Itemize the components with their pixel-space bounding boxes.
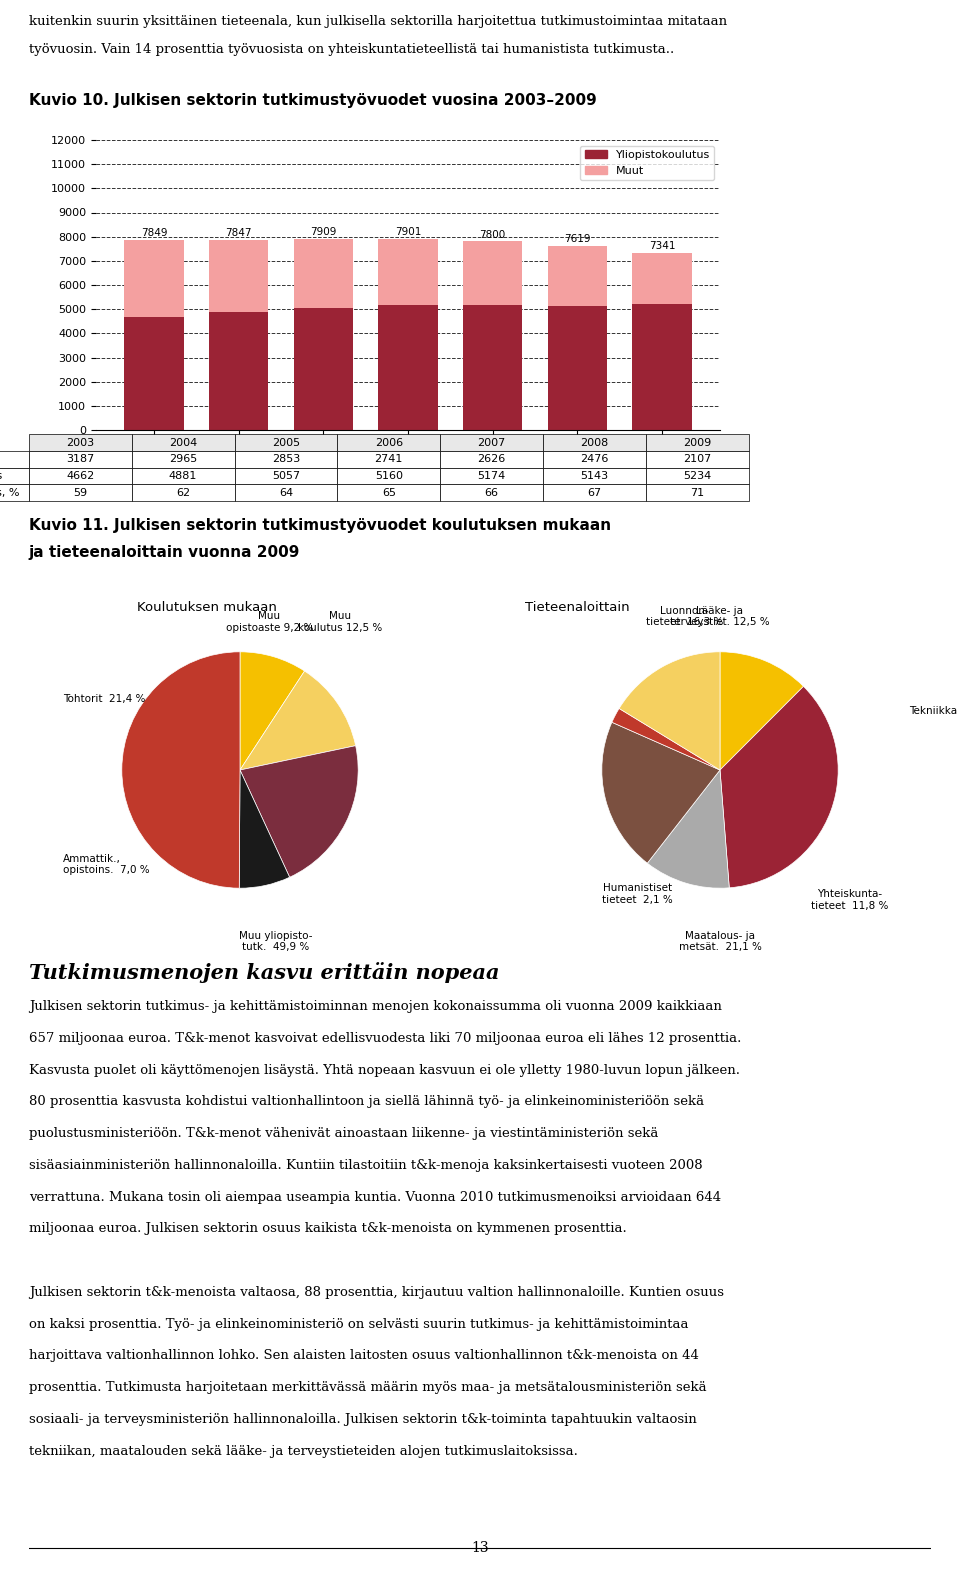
Wedge shape (122, 652, 240, 888)
Bar (294, 308, 353, 431)
Bar (378, 239, 438, 305)
Text: sosiaali- ja terveysministeriön hallinnonaloilla. Julkisen sektorin t&k-toiminta: sosiaali- ja terveysministeriön hallinno… (29, 1413, 697, 1426)
Wedge shape (612, 709, 720, 770)
Text: Tieteenaloittain: Tieteenaloittain (525, 601, 630, 615)
Text: puolustusministeriöön. T&k-menot vähenivät ainoastaan liikenne- ja viestintämini: puolustusministeriöön. T&k-menot väheniv… (29, 1127, 659, 1140)
Text: ja tieteenaloittain vuonna 2009: ja tieteenaloittain vuonna 2009 (29, 545, 300, 560)
Text: 7909: 7909 (310, 226, 337, 237)
Text: 657 miljoonaa euroa. T&k-menot kasvoivat edellisvuodesta liki 70 miljoonaa euroa: 657 miljoonaa euroa. T&k-menot kasvoivat… (29, 1031, 741, 1045)
Bar (209, 241, 268, 313)
Text: miljoonaa euroa. Julkisen sektorin osuus kaikista t&k-menoista on kymmenen prose: miljoonaa euroa. Julkisen sektorin osuus… (29, 1223, 627, 1236)
Bar (209, 313, 268, 431)
Wedge shape (619, 652, 720, 770)
Text: Lääke- ja
terveystiet. 12,5 %: Lääke- ja terveystiet. 12,5 % (670, 605, 770, 627)
Bar (125, 318, 183, 431)
Text: 7619: 7619 (564, 234, 590, 244)
Wedge shape (720, 652, 804, 770)
Text: 7849: 7849 (141, 228, 167, 239)
Text: Julkisen sektorin tutkimus- ja kehittämistoiminnan menojen kokonaissumma oli vuo: Julkisen sektorin tutkimus- ja kehittämi… (29, 1000, 722, 1012)
Wedge shape (240, 652, 304, 770)
Text: 7847: 7847 (226, 228, 252, 239)
Text: prosenttia. Tutkimusta harjoitetaan merkittävässä määrin myös maa- ja metsätalou: prosenttia. Tutkimusta harjoitetaan merk… (29, 1382, 707, 1394)
Text: Humanistiset
tieteet  2,1 %: Humanistiset tieteet 2,1 % (602, 883, 673, 905)
Text: kuitenkin suurin yksittäinen tieteenala, kun julkisella sektorilla harjoitettua : kuitenkin suurin yksittäinen tieteenala,… (29, 16, 727, 28)
Text: Kuvio 10. Julkisen sektorin tutkimustyövuodet vuosina 2003–2009: Kuvio 10. Julkisen sektorin tutkimustyöv… (29, 93, 596, 107)
Text: Tohtorit  21,4 %: Tohtorit 21,4 % (62, 695, 145, 704)
Bar (294, 239, 353, 308)
Text: 13: 13 (471, 1542, 489, 1555)
Text: työvuosin. Vain 14 prosenttia työvuosista on yhteiskuntatieteellistä tai humanis: työvuosin. Vain 14 prosenttia työvuosist… (29, 42, 674, 57)
Bar (463, 242, 522, 305)
Text: Kasvusta puolet oli käyttömenojen lisäystä. Yhtä nopeaan kasvuun ei ole ylletty : Kasvusta puolet oli käyttömenojen lisäys… (29, 1064, 740, 1077)
Bar (633, 253, 691, 303)
Text: Tekniikka  36,3 %: Tekniikka 36,3 % (909, 706, 960, 715)
Text: Yhteiskunta-
tieteet  11,8 %: Yhteiskunta- tieteet 11,8 % (811, 890, 889, 910)
Wedge shape (240, 671, 355, 770)
Text: 7341: 7341 (649, 241, 675, 250)
Text: Muu
koulutus 12,5 %: Muu koulutus 12,5 % (299, 612, 383, 634)
Text: tekniikan, maatalouden sekä lääke- ja terveystieteiden alojen tutkimuslaitoksiss: tekniikan, maatalouden sekä lääke- ja te… (29, 1445, 578, 1457)
Text: Koulutuksen mukaan: Koulutuksen mukaan (137, 601, 277, 615)
Wedge shape (602, 722, 720, 863)
Bar (633, 303, 691, 431)
Text: Ammattik.,
opistoins.  7,0 %: Ammattik., opistoins. 7,0 % (62, 854, 150, 876)
Bar (378, 305, 438, 431)
Bar (548, 245, 607, 305)
Text: sisäasiainministeriön hallinnonaloilla. Kuntiin tilastoitiin t&k-menoja kaksinke: sisäasiainministeriön hallinnonaloilla. … (29, 1159, 703, 1171)
Bar (125, 241, 183, 318)
Text: on kaksi prosenttia. Työ- ja elinkeinoministeriö on selvästi suurin tutkimus- ja: on kaksi prosenttia. Työ- ja elinkeinomi… (29, 1317, 688, 1330)
Text: Muu
opistoaste 9,2 %: Muu opistoaste 9,2 % (226, 612, 313, 634)
Bar (463, 305, 522, 431)
Text: Julkisen sektorin t&k-menoista valtaosa, 88 prosenttia, kirjautuu valtion hallin: Julkisen sektorin t&k-menoista valtaosa,… (29, 1286, 724, 1298)
Wedge shape (239, 770, 290, 888)
Text: harjoittava valtionhallinnon lohko. Sen alaisten laitosten osuus valtionhallinno: harjoittava valtionhallinnon lohko. Sen … (29, 1349, 699, 1363)
Wedge shape (647, 770, 730, 888)
Text: verrattuna. Mukana tosin oli aiempaa useampia kuntia. Vuonna 2010 tutkimusmenoik: verrattuna. Mukana tosin oli aiempaa use… (29, 1190, 721, 1204)
Text: 7901: 7901 (395, 226, 421, 237)
Text: Muu yliopisto-
tutk.  49,9 %: Muu yliopisto- tutk. 49,9 % (239, 931, 312, 953)
Text: Luonnon-
tieteet  16,3 %: Luonnon- tieteet 16,3 % (646, 605, 723, 627)
Bar (548, 305, 607, 431)
Legend: Yliopistokoulutus, Muut: Yliopistokoulutus, Muut (580, 146, 714, 181)
Text: 7800: 7800 (480, 230, 506, 239)
Text: Maatalous- ja
metsät.  21,1 %: Maatalous- ja metsät. 21,1 % (679, 931, 761, 953)
Wedge shape (240, 745, 358, 877)
Wedge shape (720, 687, 838, 888)
Text: Kuvio 11. Julkisen sektorin tutkimustyövuodet koulutuksen mukaan: Kuvio 11. Julkisen sektorin tutkimustyöv… (29, 517, 611, 533)
Text: 80 prosenttia kasvusta kohdistui valtionhallintoon ja siellä lähinnä työ- ja eli: 80 prosenttia kasvusta kohdistui valtion… (29, 1096, 704, 1108)
Text: Tutkimusmenojen kasvu erittäin nopeaa: Tutkimusmenojen kasvu erittäin nopeaa (29, 962, 499, 982)
